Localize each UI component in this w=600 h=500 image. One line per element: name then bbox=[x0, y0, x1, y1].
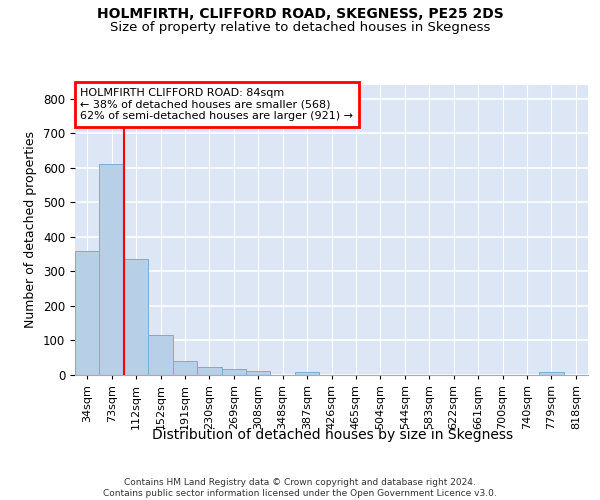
Bar bbox=[197, 368, 221, 375]
Bar bbox=[246, 370, 271, 375]
Bar bbox=[173, 361, 197, 375]
Bar bbox=[100, 164, 124, 375]
Bar bbox=[148, 336, 173, 375]
Text: HOLMFIRTH, CLIFFORD ROAD, SKEGNESS, PE25 2DS: HOLMFIRTH, CLIFFORD ROAD, SKEGNESS, PE25… bbox=[97, 8, 503, 22]
Text: Size of property relative to detached houses in Skegness: Size of property relative to detached ho… bbox=[110, 21, 490, 34]
Bar bbox=[124, 258, 148, 375]
Bar bbox=[75, 252, 100, 375]
Y-axis label: Number of detached properties: Number of detached properties bbox=[25, 132, 37, 328]
Text: HOLMFIRTH CLIFFORD ROAD: 84sqm
← 38% of detached houses are smaller (568)
62% of: HOLMFIRTH CLIFFORD ROAD: 84sqm ← 38% of … bbox=[80, 88, 353, 121]
Text: Distribution of detached houses by size in Skegness: Distribution of detached houses by size … bbox=[152, 428, 514, 442]
Bar bbox=[539, 372, 563, 375]
Bar bbox=[295, 372, 319, 375]
Bar bbox=[221, 370, 246, 375]
Text: Contains HM Land Registry data © Crown copyright and database right 2024.
Contai: Contains HM Land Registry data © Crown c… bbox=[103, 478, 497, 498]
